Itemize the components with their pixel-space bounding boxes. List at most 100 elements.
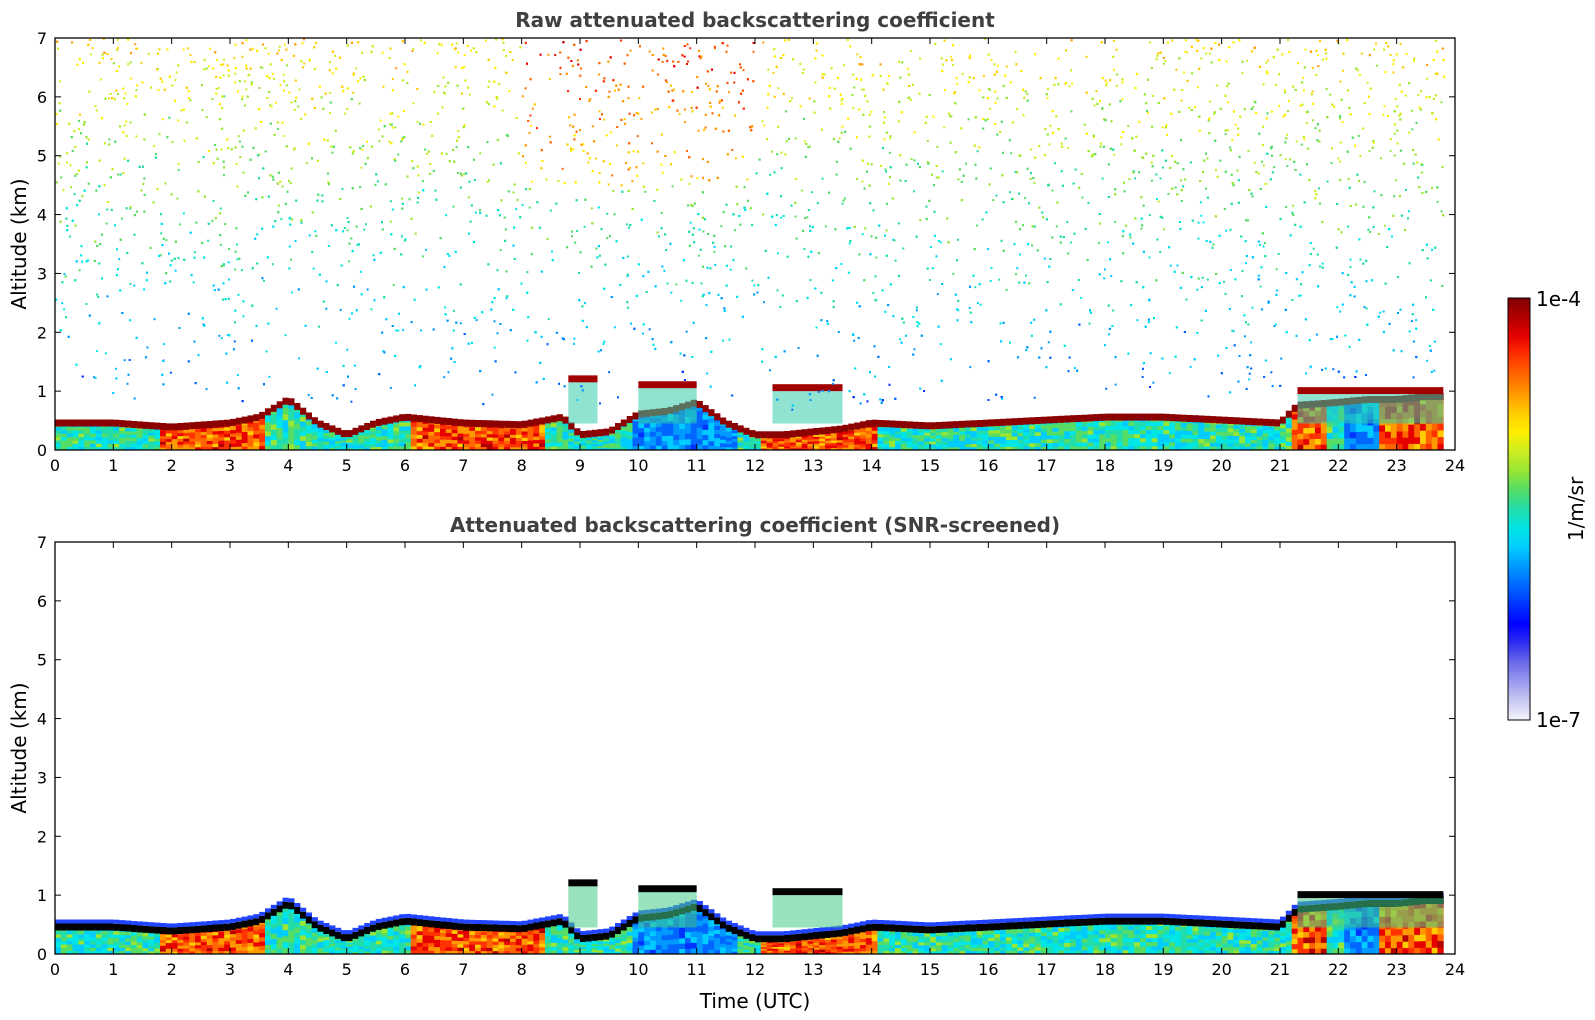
- panel-raw: Raw attenuated backscattering coefficien…: [7, 8, 1465, 475]
- heatmap-cell: [889, 434, 896, 438]
- layer-top-band: [1023, 417, 1030, 425]
- layer-top-band: [125, 420, 132, 428]
- noise-pixel: [888, 151, 891, 154]
- heatmap-cell: [1256, 429, 1263, 434]
- noise-pixel: [308, 234, 311, 237]
- noise-pixel: [685, 330, 688, 333]
- noise-pixel: [683, 379, 686, 381]
- heatmap-cell: [708, 436, 715, 442]
- noise-pixel: [1159, 177, 1162, 180]
- noise-pixel: [236, 374, 239, 377]
- noise-pixel: [1128, 178, 1131, 181]
- heatmap-cell: [714, 425, 721, 430]
- heatmap-cell: [463, 436, 470, 441]
- heatmap-cell: [743, 434, 750, 437]
- heatmap-cell: [661, 435, 668, 441]
- heatmap-cell: [1040, 446, 1047, 450]
- noise-pixel: [635, 112, 638, 115]
- heatmap-cell: [1134, 441, 1141, 447]
- heatmap-cell: [340, 436, 347, 439]
- heatmap-cell: [1163, 433, 1170, 439]
- heatmap-cell: [1198, 423, 1205, 428]
- noise-pixel: [884, 168, 887, 171]
- noise-pixel: [1404, 94, 1407, 97]
- heatmap-cell: [130, 437, 137, 441]
- noise-pixel: [791, 408, 794, 411]
- heatmap-cell: [136, 437, 143, 442]
- heatmap-cell: [107, 436, 114, 441]
- noise-pixel: [587, 161, 590, 164]
- heatmap-cell: [807, 434, 814, 438]
- noise-pixel: [957, 178, 960, 181]
- heatmap-cell: [976, 427, 983, 431]
- heatmap-cell: [253, 442, 260, 447]
- heatmap-cell: [510, 443, 517, 448]
- noise-pixel: [265, 350, 268, 353]
- noise-pixel: [772, 71, 775, 74]
- noise-pixel: [236, 258, 239, 261]
- heatmap-cell: [1046, 438, 1053, 443]
- heatmap-cell: [918, 447, 925, 450]
- heatmap-cell: [1151, 421, 1158, 427]
- heatmap-cell: [148, 447, 155, 450]
- heatmap-cell: [825, 440, 832, 444]
- heatmap-cell: [475, 440, 482, 444]
- noise-pixel: [979, 303, 982, 306]
- heatmap-cell: [912, 434, 919, 439]
- noise-pixel: [952, 92, 955, 95]
- heatmap-cell: [556, 426, 563, 431]
- heatmap-cell: [848, 438, 855, 442]
- noise-pixel: [1073, 367, 1076, 369]
- heatmap-cell: [1064, 438, 1071, 443]
- noise-pixel: [1148, 214, 1151, 217]
- heatmap-cell: [1315, 421, 1322, 428]
- noise-pixel: [1297, 62, 1299, 65]
- heatmap-cell: [1215, 446, 1222, 450]
- noise-pixel: [1383, 105, 1386, 108]
- layer-top-band: [912, 421, 919, 429]
- heatmap-cell: [90, 440, 97, 444]
- heatmap-cell: [1344, 426, 1351, 433]
- heatmap-cell: [492, 437, 499, 441]
- heatmap-cell: [819, 447, 826, 450]
- heatmap-cell: [615, 438, 622, 442]
- noise-pixel: [391, 78, 394, 80]
- heatmap-cell: [107, 440, 114, 444]
- heatmap-cell: [1198, 427, 1205, 432]
- heatmap-cell: [749, 438, 756, 441]
- noise-pixel: [62, 189, 65, 192]
- noise-pixel: [136, 84, 138, 87]
- layer-top-band: [352, 427, 359, 435]
- heatmap-cell: [200, 428, 207, 432]
- noise-pixel: [389, 200, 392, 203]
- heatmap-cell: [1408, 430, 1415, 438]
- noise-pixel: [403, 135, 406, 138]
- heatmap-cell: [165, 444, 172, 448]
- heatmap-cell: [352, 445, 359, 449]
- heatmap-cell: [259, 424, 266, 430]
- noise-pixel: [1110, 275, 1113, 277]
- heatmap-cell: [935, 444, 942, 448]
- heatmap-cell: [1000, 446, 1007, 450]
- heatmap-cell: [1052, 442, 1059, 447]
- noise-pixel: [883, 138, 886, 141]
- heatmap-cell: [305, 429, 312, 434]
- heatmap-cell: [329, 444, 336, 448]
- heatmap-cell: [1262, 433, 1269, 437]
- noise-pixel: [126, 382, 129, 385]
- noise-pixel: [404, 238, 407, 241]
- noise-pixel: [162, 343, 165, 346]
- heatmap-cell: [521, 427, 528, 432]
- heatmap-cell: [1414, 437, 1421, 444]
- heatmap-cell: [813, 445, 820, 449]
- heatmap-cell: [66, 433, 73, 438]
- heatmap-cell: [311, 439, 318, 444]
- noise-pixel: [644, 190, 647, 193]
- heatmap-cell: [1385, 443, 1392, 450]
- heatmap-cell: [440, 442, 447, 447]
- noise-pixel: [1405, 53, 1408, 56]
- heatmap-cell: [428, 431, 435, 436]
- heatmap-cell: [317, 446, 324, 450]
- heatmap-cell: [1017, 443, 1024, 447]
